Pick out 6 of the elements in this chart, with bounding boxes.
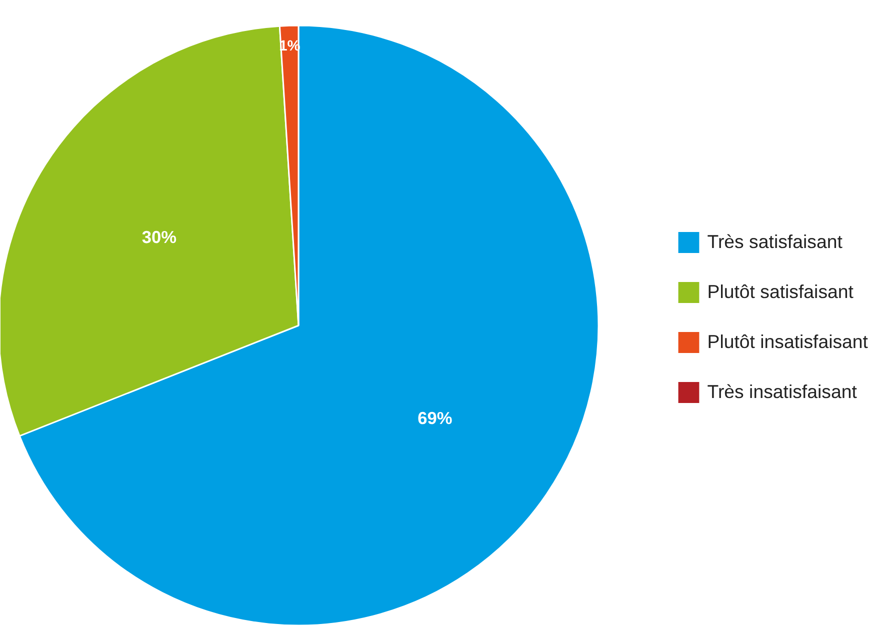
legend-label: Plutôt satisfaisant — [707, 280, 854, 302]
data-label: 69% — [418, 408, 452, 428]
legend-label: Plutôt insatisfaisant — [707, 330, 868, 352]
data-label: 30% — [142, 227, 177, 248]
legend-label: Très insatisfaisant — [707, 380, 857, 402]
legend-label: Très satisfaisant — [707, 230, 842, 252]
